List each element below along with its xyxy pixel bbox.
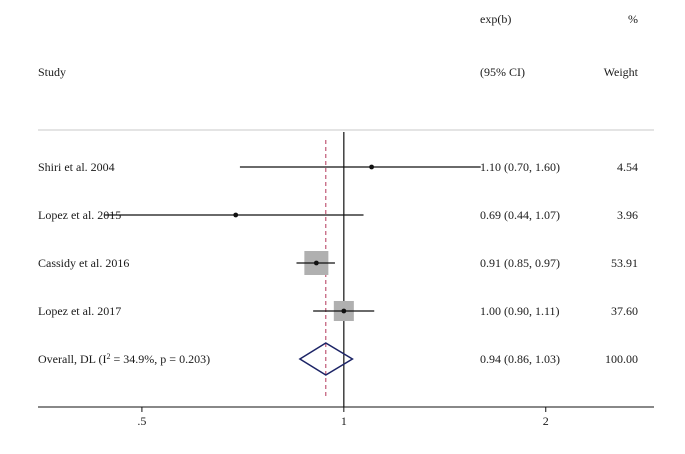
overall-row: Overall, DL (I2 = 34.9%, p = 0.203) 0.94 … <box>38 342 638 376</box>
study-label: Shiri et al. 2004 <box>38 160 115 174</box>
header-group: Study exp(b) (95% CI) % Weight <box>38 12 639 79</box>
study-label: Lopez et al. 2017 <box>38 304 121 318</box>
header-weight-line1: % <box>628 12 638 26</box>
point-estimate <box>313 260 319 266</box>
weight-text: 37.60 <box>611 304 638 318</box>
header-study: Study <box>38 65 66 79</box>
ci-text: 0.69 (0.44, 1.07) <box>480 208 560 222</box>
point-estimate <box>369 164 374 170</box>
point-estimate <box>233 212 239 218</box>
point-estimate <box>341 308 347 314</box>
weight-text: 3.96 <box>617 208 638 222</box>
overall-diamond <box>298 342 354 376</box>
header-effect-line1: exp(b) <box>480 12 511 26</box>
study-row: Lopez et al. 2017 1.00 (0.90, 1.11) 37.60 <box>38 300 638 322</box>
overall-weight-text: 100.00 <box>605 352 638 366</box>
weight-text: 53.91 <box>611 256 638 270</box>
study-rows: Shiri et al. 2004 1.10 (0.70, 1.60) 4.54 Lo… <box>38 160 638 376</box>
weight-text: 4.54 <box>617 160 638 174</box>
study-row: Shiri et al. 2004 1.10 (0.70, 1.60) 4.54 <box>38 160 638 174</box>
study-row: Lopez et al. 2015 0.69 (0.44, 1.07) 3.96 <box>38 208 638 222</box>
x-tick-label: 2 <box>543 414 549 428</box>
ci-text: 1.00 (0.90, 1.11) <box>480 304 560 318</box>
x-tick-label: .5 <box>137 414 146 428</box>
x-axis: .5 1 2 <box>38 406 654 428</box>
overall-ci-text: 0.94 (0.86, 1.03) <box>480 352 560 366</box>
study-row: Cassidy et al. 2016 0.91 (0.85, 0.97) 53.9… <box>38 251 638 275</box>
header-effect-line2: (95% CI) <box>480 65 525 79</box>
overall-label: Overall, DL (I2 = 34.9%, p = 0.203) <box>38 352 210 367</box>
ci-text: 0.91 (0.85, 0.97) <box>480 256 560 270</box>
study-label: Lopez et al. 2015 <box>38 208 121 222</box>
study-label: Cassidy et al. 2016 <box>38 256 129 270</box>
ci-text: 1.10 (0.70, 1.60) <box>480 160 560 174</box>
header-weight-line2: Weight <box>604 65 639 79</box>
x-tick-label: 1 <box>341 414 347 428</box>
